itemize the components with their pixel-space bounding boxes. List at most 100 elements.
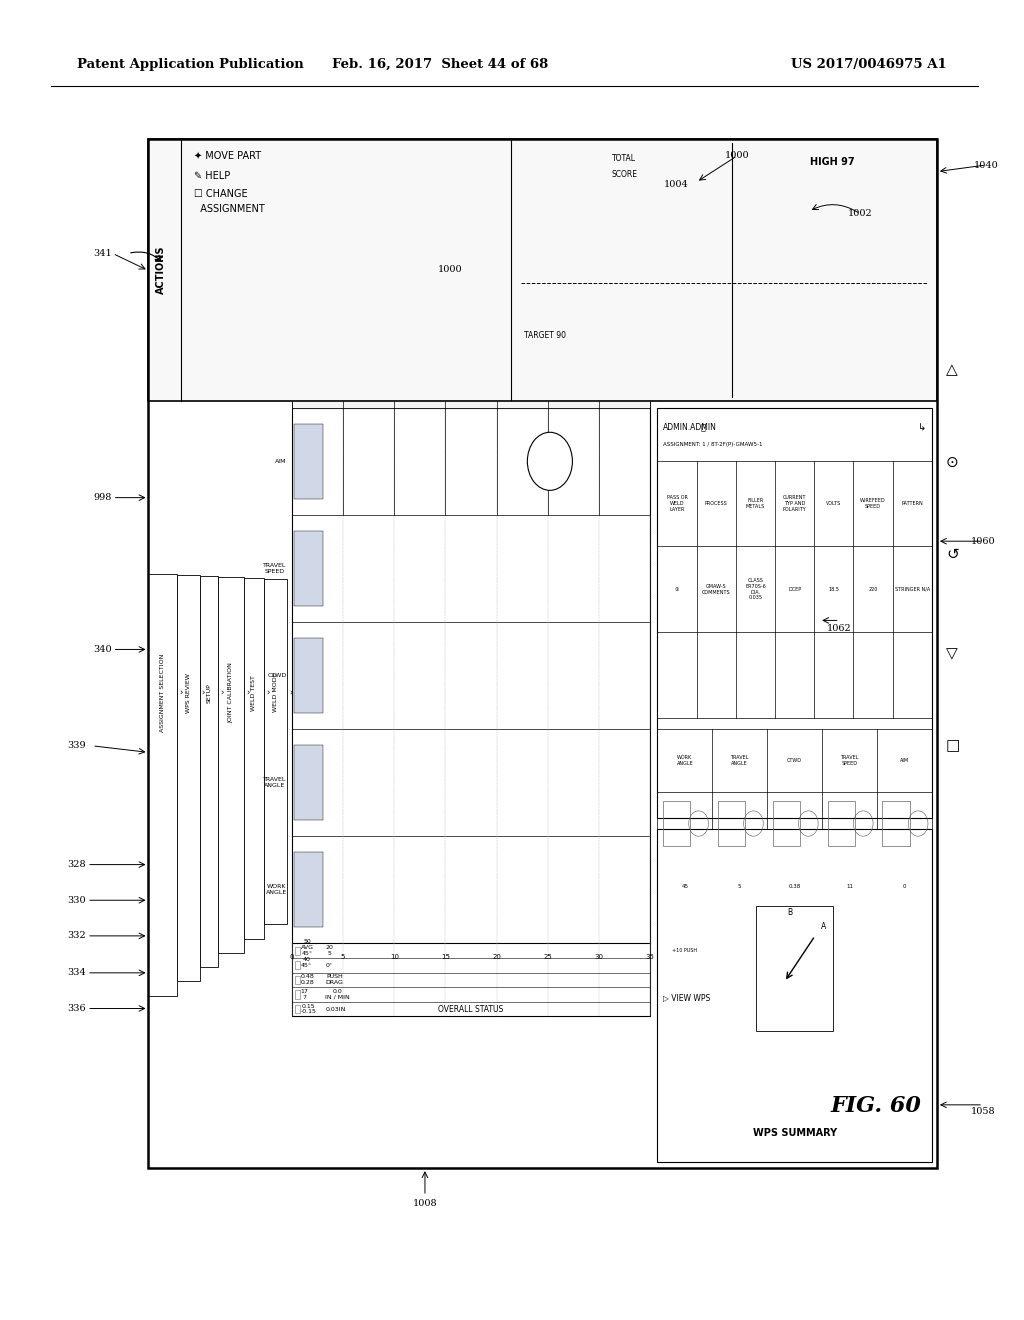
Text: 50
AVG
45°
40: 50 AVG 45° 40 — [300, 940, 313, 962]
Text: 45: 45 — [681, 884, 688, 890]
Bar — [148, 139, 937, 1168]
Text: ↳: ↳ — [918, 422, 926, 433]
Text: 11: 11 — [846, 884, 853, 890]
Text: TRAVEL
ANGLE: TRAVEL ANGLE — [730, 755, 749, 766]
Text: 328: 328 — [68, 861, 86, 869]
Text: ›: › — [202, 688, 205, 697]
Text: 👤: 👤 — [701, 422, 706, 432]
Text: ✦ MOVE PART: ✦ MOVE PART — [194, 150, 261, 161]
Text: VOLTS: VOLTS — [826, 502, 842, 506]
Text: 0: 0 — [290, 954, 294, 960]
Text: PROCESS: PROCESS — [705, 502, 728, 506]
Bar — [292, 408, 650, 1016]
Text: 334: 334 — [68, 969, 86, 977]
Text: PATTERN: PATTERN — [901, 502, 923, 506]
Text: US 2017/0046975 A1: US 2017/0046975 A1 — [792, 58, 947, 71]
Text: 35: 35 — [646, 954, 654, 960]
Text: ACTIONS: ACTIONS — [156, 246, 166, 294]
Bar — [718, 801, 745, 846]
Bar — [218, 577, 244, 953]
Text: Feb. 16, 2017  Sheet 44 of 68: Feb. 16, 2017 Sheet 44 of 68 — [332, 58, 549, 71]
Text: 339: 339 — [68, 742, 86, 750]
Text: 17
7: 17 7 — [300, 989, 308, 999]
Bar — [148, 574, 177, 995]
Text: 5: 5 — [341, 954, 345, 960]
Text: □: □ — [945, 738, 959, 754]
Text: TOTAL: TOTAL — [612, 154, 636, 162]
Text: ✎ HELP: ✎ HELP — [194, 170, 229, 181]
Text: ›: › — [179, 688, 182, 697]
Bar — [244, 578, 264, 939]
Bar — [657, 829, 932, 1162]
Text: 20: 20 — [493, 954, 501, 960]
Text: ⊙: ⊙ — [946, 454, 958, 470]
Bar — [295, 975, 300, 983]
Text: FIG. 60: FIG. 60 — [830, 1096, 921, 1117]
Text: GUIDE: GUIDE — [540, 459, 560, 463]
Text: TRAVEL
SPEED: TRAVEL SPEED — [263, 564, 287, 574]
Text: PASS OR
WELD
LAYER: PASS OR WELD LAYER — [667, 495, 687, 512]
Text: WORK
ANGLE: WORK ANGLE — [677, 755, 693, 766]
Text: TRAVEL
SPEED: TRAVEL SPEED — [841, 755, 859, 766]
Bar — [657, 408, 932, 818]
Text: 1058: 1058 — [971, 1107, 995, 1115]
Text: 220: 220 — [868, 587, 878, 591]
Text: ›: › — [289, 688, 292, 697]
Bar — [294, 638, 323, 713]
Text: PUSH
DRAG: PUSH DRAG — [326, 974, 343, 985]
Text: +10 PUSH: +10 PUSH — [673, 948, 697, 953]
Text: 336: 336 — [68, 1005, 86, 1012]
Bar — [756, 906, 834, 1031]
Text: ›: › — [220, 688, 223, 697]
Text: SETUP: SETUP — [207, 682, 211, 702]
Text: ASSIGNMENT: 1 / 8T-2F(P)-GMAW5-1: ASSIGNMENT: 1 / 8T-2F(P)-GMAW5-1 — [663, 442, 762, 447]
Text: HIGH 97: HIGH 97 — [810, 157, 854, 168]
Text: 0.38: 0.38 — [788, 884, 801, 890]
Bar — [148, 139, 937, 401]
Text: CURRENT
TYP AND
POLARITY: CURRENT TYP AND POLARITY — [782, 495, 807, 512]
Text: ADMIN.ADMIN: ADMIN.ADMIN — [663, 422, 717, 432]
Text: TARGET 90: TARGET 90 — [524, 331, 566, 341]
Text: AIM: AIM — [275, 459, 287, 463]
Text: ☐ CHANGE: ☐ CHANGE — [194, 189, 247, 199]
Bar — [292, 401, 650, 408]
Bar — [773, 801, 800, 846]
Text: 1002: 1002 — [848, 210, 872, 218]
Bar — [883, 801, 910, 846]
Text: 0.0
IN / MIN: 0.0 IN / MIN — [326, 989, 350, 999]
Text: 1004: 1004 — [664, 181, 688, 189]
Bar — [295, 1005, 300, 1014]
Bar — [264, 579, 287, 924]
Bar — [294, 424, 323, 499]
Text: ›: › — [266, 688, 269, 697]
Text: STRINGER N/A: STRINGER N/A — [895, 587, 930, 591]
Text: 332: 332 — [68, 932, 86, 940]
Text: ↺: ↺ — [946, 546, 958, 562]
Text: 20
5: 20 5 — [326, 945, 334, 956]
Text: ▷ VIEW WPS: ▷ VIEW WPS — [663, 993, 710, 1002]
Bar — [827, 801, 855, 846]
Text: AIM: AIM — [900, 758, 909, 763]
Text: 330: 330 — [68, 896, 86, 904]
Text: ›: › — [246, 688, 249, 697]
Bar — [294, 853, 323, 927]
Text: 25: 25 — [544, 954, 552, 960]
Text: 0.15
-0.15: 0.15 -0.15 — [300, 1003, 316, 1015]
Text: WPS REVIEW: WPS REVIEW — [186, 673, 190, 713]
Text: 10: 10 — [390, 954, 398, 960]
Bar — [200, 576, 218, 968]
Text: 18.5: 18.5 — [828, 587, 840, 591]
Text: 340: 340 — [93, 645, 112, 653]
Circle shape — [527, 432, 572, 490]
Text: CTWD: CTWD — [787, 758, 802, 763]
Text: △: △ — [946, 362, 958, 378]
Bar — [663, 801, 690, 846]
Bar — [295, 946, 300, 954]
Text: ▽: ▽ — [946, 645, 958, 661]
Text: 1060: 1060 — [971, 537, 995, 545]
Text: 998: 998 — [93, 494, 112, 502]
Text: 5: 5 — [738, 884, 741, 890]
Text: B: B — [786, 908, 793, 917]
Text: DCEP: DCEP — [788, 587, 801, 591]
Text: WELD MODE: WELD MODE — [273, 673, 278, 713]
